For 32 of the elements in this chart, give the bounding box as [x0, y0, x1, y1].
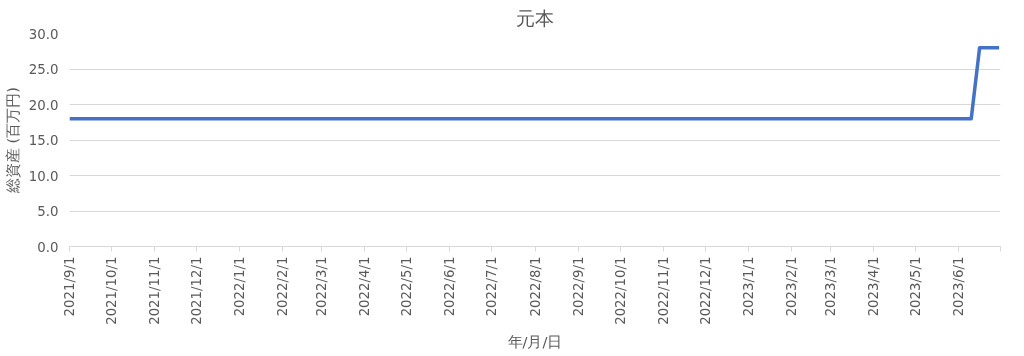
x-tick-label: 2022/11/1	[655, 256, 671, 325]
x-tick-label: 2021/9/1	[62, 256, 77, 317]
x-tick-label: 2022/4/1	[357, 256, 373, 317]
x-tick-label: 2021/11/1	[147, 256, 163, 325]
y-tick-label: 25.0	[28, 62, 59, 77]
x-tick-label: 2022/9/1	[570, 256, 586, 317]
y-tick-label: 30.0	[28, 26, 59, 42]
x-tick-label: 2023/1/1	[740, 256, 756, 317]
x-tick-label: 2022/8/1	[527, 256, 543, 317]
x-tick-label: 2023/4/1	[866, 256, 882, 317]
x-tick-label: 2022/10/1	[612, 256, 628, 325]
x-tick-label: 2022/6/1	[442, 256, 458, 317]
y-tick-label: 5.0	[37, 204, 59, 219]
x-tick-label: 2022/1/1	[232, 256, 248, 317]
x-tick-label: 2023/6/1	[951, 256, 967, 317]
x-tick-label: 2022/3/1	[314, 256, 330, 317]
x-tick-label: 2021/10/1	[103, 256, 119, 325]
x-tick-label: 2022/2/1	[275, 256, 291, 317]
chart-title: 元本	[516, 7, 554, 29]
x-tick-label: 2021/12/1	[188, 256, 204, 325]
y-tick-label: 15.0	[28, 133, 59, 148]
x-tick-label: 2022/12/1	[697, 256, 713, 325]
y-tick-label: 10.0	[28, 168, 59, 184]
x-tick-label: 2022/5/1	[399, 256, 415, 317]
x-tick-label: 2023/2/1	[783, 256, 799, 317]
y-tick-label: 0.0	[37, 239, 59, 255]
x-tick-label: 2023/5/1	[907, 256, 923, 317]
y-tick-label: 20.0	[28, 97, 59, 113]
y-axis-title: 総資産 (百万円)	[3, 86, 21, 195]
x-axis-title: 年/月/日	[507, 332, 563, 350]
x-tick-label: 2022/7/1	[484, 256, 500, 317]
x-tick-label: 2023/3/1	[822, 256, 838, 317]
